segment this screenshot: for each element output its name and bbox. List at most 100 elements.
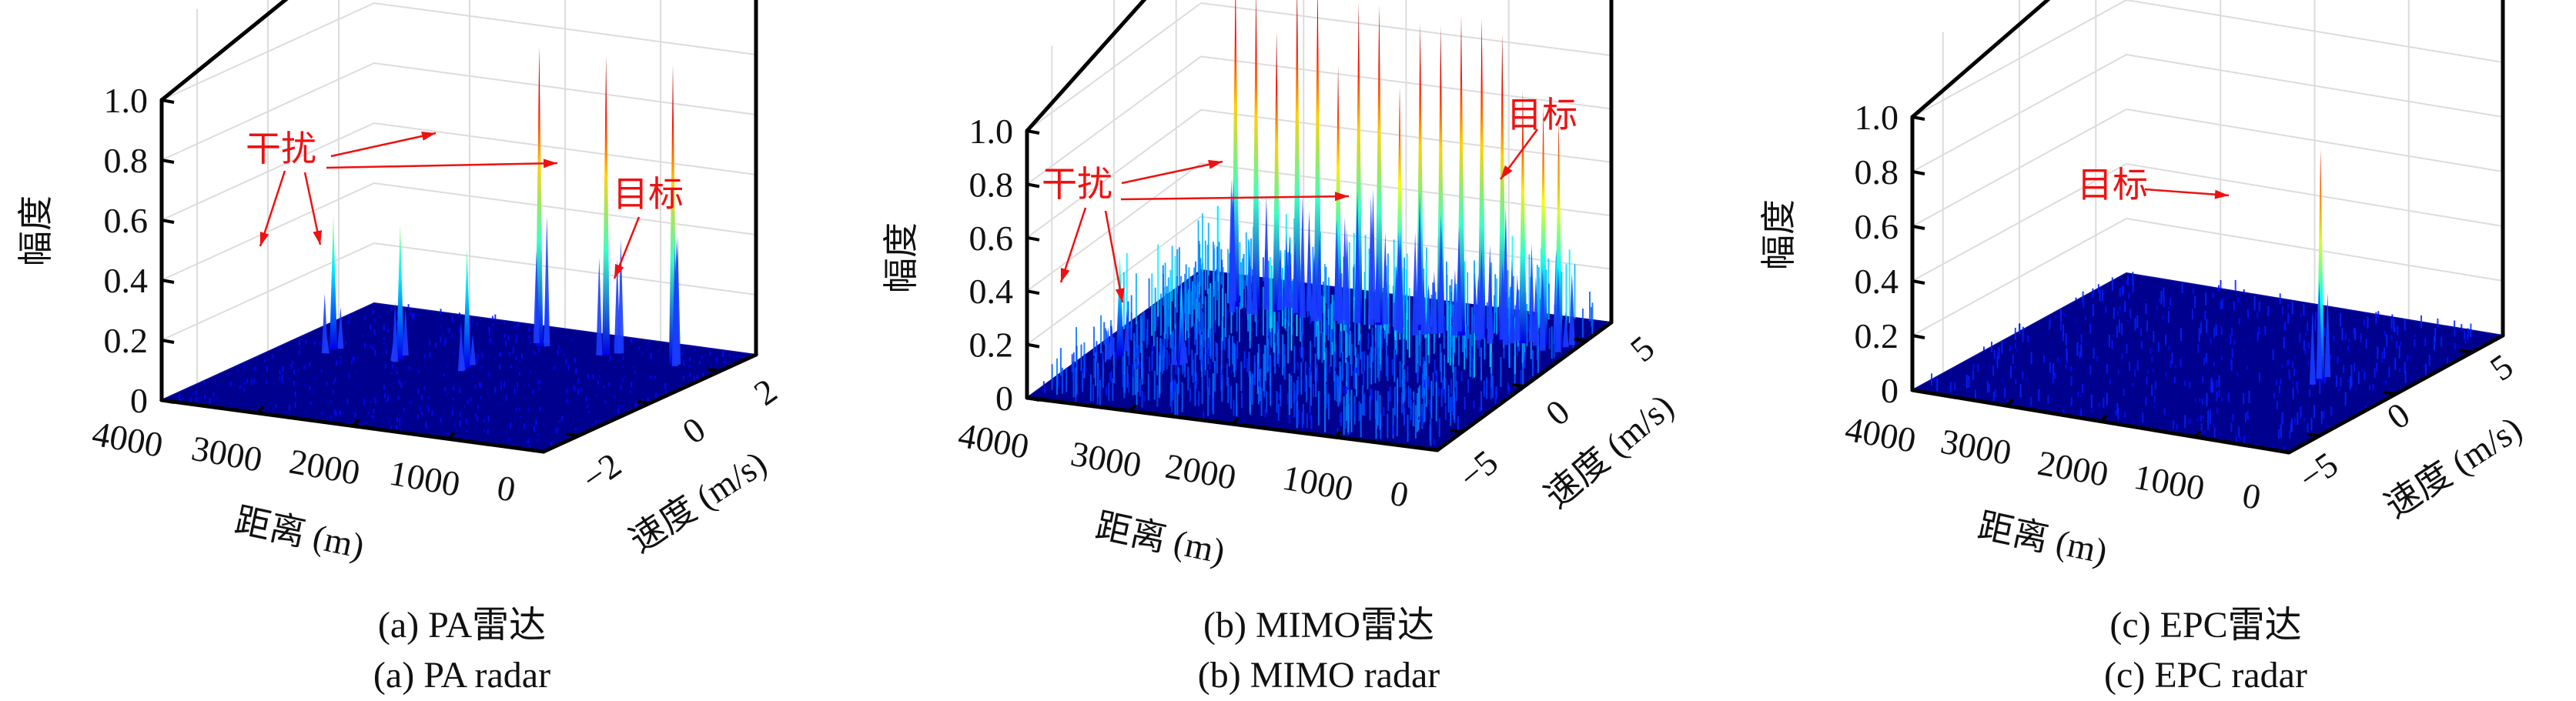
- peak-sidelobe: [1487, 244, 1494, 344]
- panel-b-x-tick-0: 0: [1387, 473, 1412, 515]
- peak-sidelobe: [1499, 262, 1506, 340]
- z-tick-mark: [1912, 225, 1925, 230]
- peak-sidelobe: [1123, 310, 1130, 352]
- panel-a-annotation-arrows: [259, 132, 641, 279]
- peak-sidelobe: [2309, 310, 2316, 385]
- panel-c: 00.20.40.60.81.0 幅度 4000 3000 2000 1000 …: [1759, 0, 2529, 696]
- panel-c-x-tick-0: 0: [2240, 476, 2264, 517]
- grid-line-z: [1912, 0, 2504, 118]
- panel-c-caption-en: (c) EPC radar: [2104, 655, 2307, 696]
- panel-c-caption-cn: (c) EPC雷达: [2109, 605, 2301, 646]
- panel-a-z-tick-labels: 0 0.2 0.4 0.6 0.8 1.0: [104, 81, 175, 420]
- panel-b-y-tick-5: 5: [1623, 328, 1661, 369]
- z-tick-mark: [1912, 115, 1925, 121]
- peak-sidelobe: [1455, 226, 1462, 332]
- panel-c-y-tick-5: 5: [2483, 346, 2520, 389]
- peak-interference: [1252, 0, 1260, 309]
- peak-sidelobe: [1179, 335, 1186, 366]
- panel-c-annotation-target: 目标: [2077, 165, 2148, 205]
- x-tick-mark: [2005, 398, 2014, 407]
- peak-sidelobe: [1412, 232, 1419, 335]
- peak-sidelobe: [1568, 271, 1575, 345]
- peak-sidelobe: [1333, 219, 1340, 321]
- annotation-arrowhead: [421, 132, 436, 141]
- panel-c-z-tick-labels: 0 0.2 0.4 0.6 0.8 1.0: [1855, 98, 1925, 410]
- panel-a-annotation-interference: 干扰: [246, 129, 316, 169]
- grid-line-z: [1912, 217, 2504, 336]
- annotation-arrowhead: [1115, 288, 1125, 302]
- z-tick-mark: [161, 339, 175, 344]
- panel-c-surface: [1909, 149, 2506, 454]
- peak-sidelobe: [337, 306, 344, 349]
- panel-a: 00.20.40.60.81.0 幅度 4000 3000 2000 1000 …: [16, 0, 784, 696]
- peak-sidelobe: [1514, 274, 1521, 341]
- y-tick-mark: [708, 368, 721, 372]
- peak-sidelobe: [1109, 324, 1116, 355]
- peak-interference: [1375, 4, 1383, 325]
- axes-box-edge: [1025, 0, 1147, 133]
- peak-interference: [602, 55, 611, 356]
- peak-interference: [1177, 275, 1186, 365]
- annotation-arrow: [1121, 160, 1223, 185]
- panel-a-x-tick-2000: 2000: [286, 442, 363, 492]
- z-tick-label: 0.8: [1855, 152, 1899, 192]
- peak-sidelobe: [1417, 192, 1423, 325]
- panel-c-y-tick-0: 0: [2380, 395, 2417, 437]
- panel-a-grid: [161, 0, 757, 401]
- panel-b-x-tick-2000: 2000: [1163, 446, 1239, 497]
- panel-a-annotation-target: 目标: [613, 175, 684, 214]
- peak-interference: [1313, 0, 1322, 318]
- panel-a-y-tick-2: 2: [747, 371, 784, 413]
- peak-sidelobe: [1475, 274, 1482, 341]
- peak-sidelobe: [1532, 275, 1539, 346]
- y-tick-mark: [2307, 432, 2320, 438]
- z-tick-label: 0.2: [969, 325, 1014, 365]
- peak-sidelobe: [1437, 214, 1444, 334]
- panel-a-y-tick-0: 0: [675, 409, 712, 452]
- grid-line-z: [161, 2, 757, 101]
- peak-sidelobe: [1528, 243, 1535, 342]
- y-tick-mark: [566, 432, 580, 437]
- panel-c-x-axis-title: 距离 (m): [1975, 506, 2111, 571]
- peak-sidelobe: [1105, 327, 1112, 360]
- peak-interference: [1416, 23, 1424, 331]
- peak-sidelobe: [1539, 269, 1546, 351]
- panel-c-grid: [1912, 0, 2504, 391]
- peak-sidelobe: [2316, 280, 2323, 379]
- grid-line-z: [161, 122, 757, 221]
- panel-c-x-tick-2000: 2000: [2035, 443, 2111, 494]
- annotation-arrowhead: [1208, 159, 1223, 169]
- axes-box-edge: [159, 0, 289, 102]
- x-tick-mark: [1231, 416, 1239, 426]
- peak-sidelobe: [1430, 271, 1437, 334]
- peak-interference: [1437, 25, 1445, 333]
- z-tick-label: 1.0: [1855, 98, 1899, 137]
- grid-line-z: [1026, 2, 1612, 132]
- panel-a-caption-en: (a) PA radar: [373, 655, 550, 696]
- annotation-arrowhead: [2214, 189, 2229, 199]
- peak-sidelobe: [1508, 257, 1515, 344]
- z-tick-label: 0.4: [104, 261, 149, 300]
- peak-sidelobe: [402, 306, 409, 356]
- peak-sidelobe: [1337, 267, 1343, 324]
- peak-sidelobe: [596, 257, 603, 356]
- panel-a-z-axis-title: 幅度: [16, 195, 55, 266]
- z-tick-label: 0: [995, 379, 1013, 418]
- peak-interference: [1477, 17, 1486, 339]
- z-tick-mark: [161, 399, 175, 404]
- z-tick-mark: [1912, 334, 1925, 339]
- z-tick-mark: [1026, 342, 1040, 349]
- peak-interference: [1539, 105, 1547, 346]
- peak-interference: [1116, 254, 1124, 356]
- panel-a-y-axis-title: 速度 (m/s): [623, 443, 774, 560]
- panel-a-x-tick-0: 0: [494, 468, 519, 509]
- annotation-arrowhead: [1060, 268, 1070, 282]
- peak-sidelobe: [1306, 210, 1313, 312]
- peak-sidelobe: [1393, 265, 1400, 331]
- z-tick-label: 0.4: [1855, 262, 1899, 301]
- panel-b-y-tick-0: 0: [1538, 392, 1577, 433]
- annotation-arrow: [1104, 210, 1124, 303]
- panel-b-x-tick-4000: 4000: [955, 416, 1032, 466]
- panel-b-x-tick-1000: 1000: [1280, 458, 1356, 509]
